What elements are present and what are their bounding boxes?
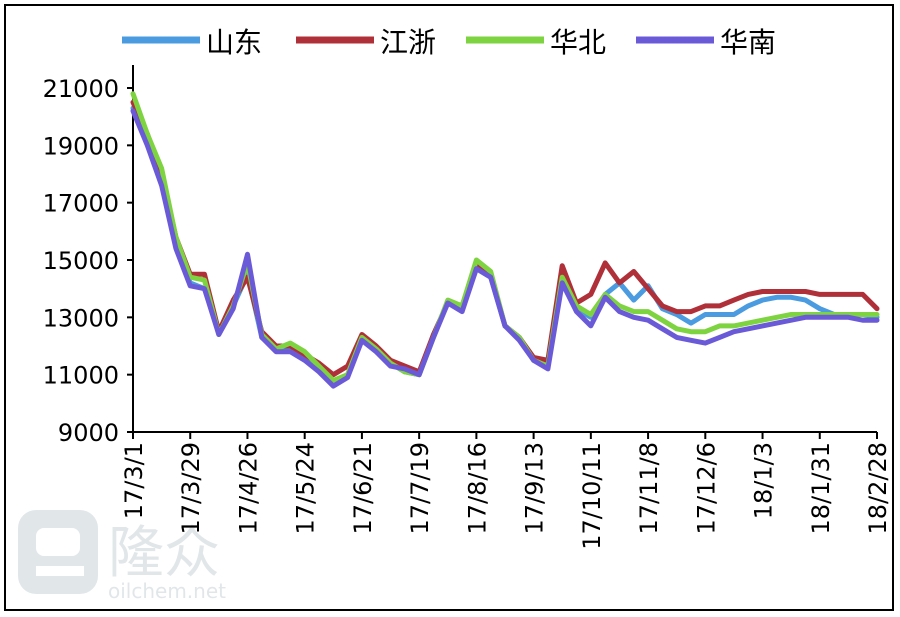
series-line-4 <box>130 108 880 389</box>
x-tick-label: 17/3/29 <box>177 442 205 535</box>
x-axis-ticks: 17/3/1 17/3/29 17/4/26 17/5/24 17/6/21 17/7/1… <box>120 432 892 550</box>
series-line-2 <box>130 99 880 378</box>
legend-label-4: 华南 <box>720 26 776 59</box>
legend-label-3: 华北 <box>550 26 606 59</box>
x-tick-label: 17/11/8 <box>635 442 663 535</box>
x-tick-label: 17/9/13 <box>521 442 549 535</box>
series-lines <box>130 91 880 389</box>
watermark-site: oilchem.net <box>108 579 226 603</box>
y-tick-label: 15000 <box>43 247 119 275</box>
series-line-3 <box>130 91 880 383</box>
y-axis-ticks: 21000 19000 17000 15000 13000 11000 9000 <box>43 75 133 447</box>
y-tick-label: 13000 <box>43 304 119 332</box>
watermark-logo: 隆众 oilchem.net <box>18 510 226 603</box>
y-tick-label: 19000 <box>43 132 119 160</box>
legend: 山东 江浙 华北 华南 <box>122 26 776 59</box>
x-tick-label: 18/2/28 <box>864 442 892 535</box>
x-tick-label: 17/4/26 <box>234 442 262 535</box>
y-tick-label: 9000 <box>58 419 119 447</box>
y-tick-label: 11000 <box>43 362 119 390</box>
x-tick-label: 17/12/6 <box>692 442 720 535</box>
x-tick-label: 17/7/19 <box>406 442 434 535</box>
x-tick-label: 17/3/1 <box>120 442 148 519</box>
x-tick-label: 18/1/3 <box>750 442 778 519</box>
watermark-brand: 隆众 <box>108 521 220 586</box>
series-line-1 <box>130 105 880 386</box>
x-tick-label: 18/1/31 <box>807 442 835 535</box>
x-tick-label: 17/5/24 <box>292 442 320 535</box>
y-tick-label: 17000 <box>43 190 119 218</box>
x-tick-label: 17/6/21 <box>349 442 377 535</box>
x-tick-label: 17/10/11 <box>578 442 606 550</box>
y-tick-label: 21000 <box>43 75 119 103</box>
x-tick-label: 17/8/16 <box>463 442 491 535</box>
legend-label-2: 江浙 <box>380 26 436 59</box>
legend-label-1: 山东 <box>206 26 262 59</box>
